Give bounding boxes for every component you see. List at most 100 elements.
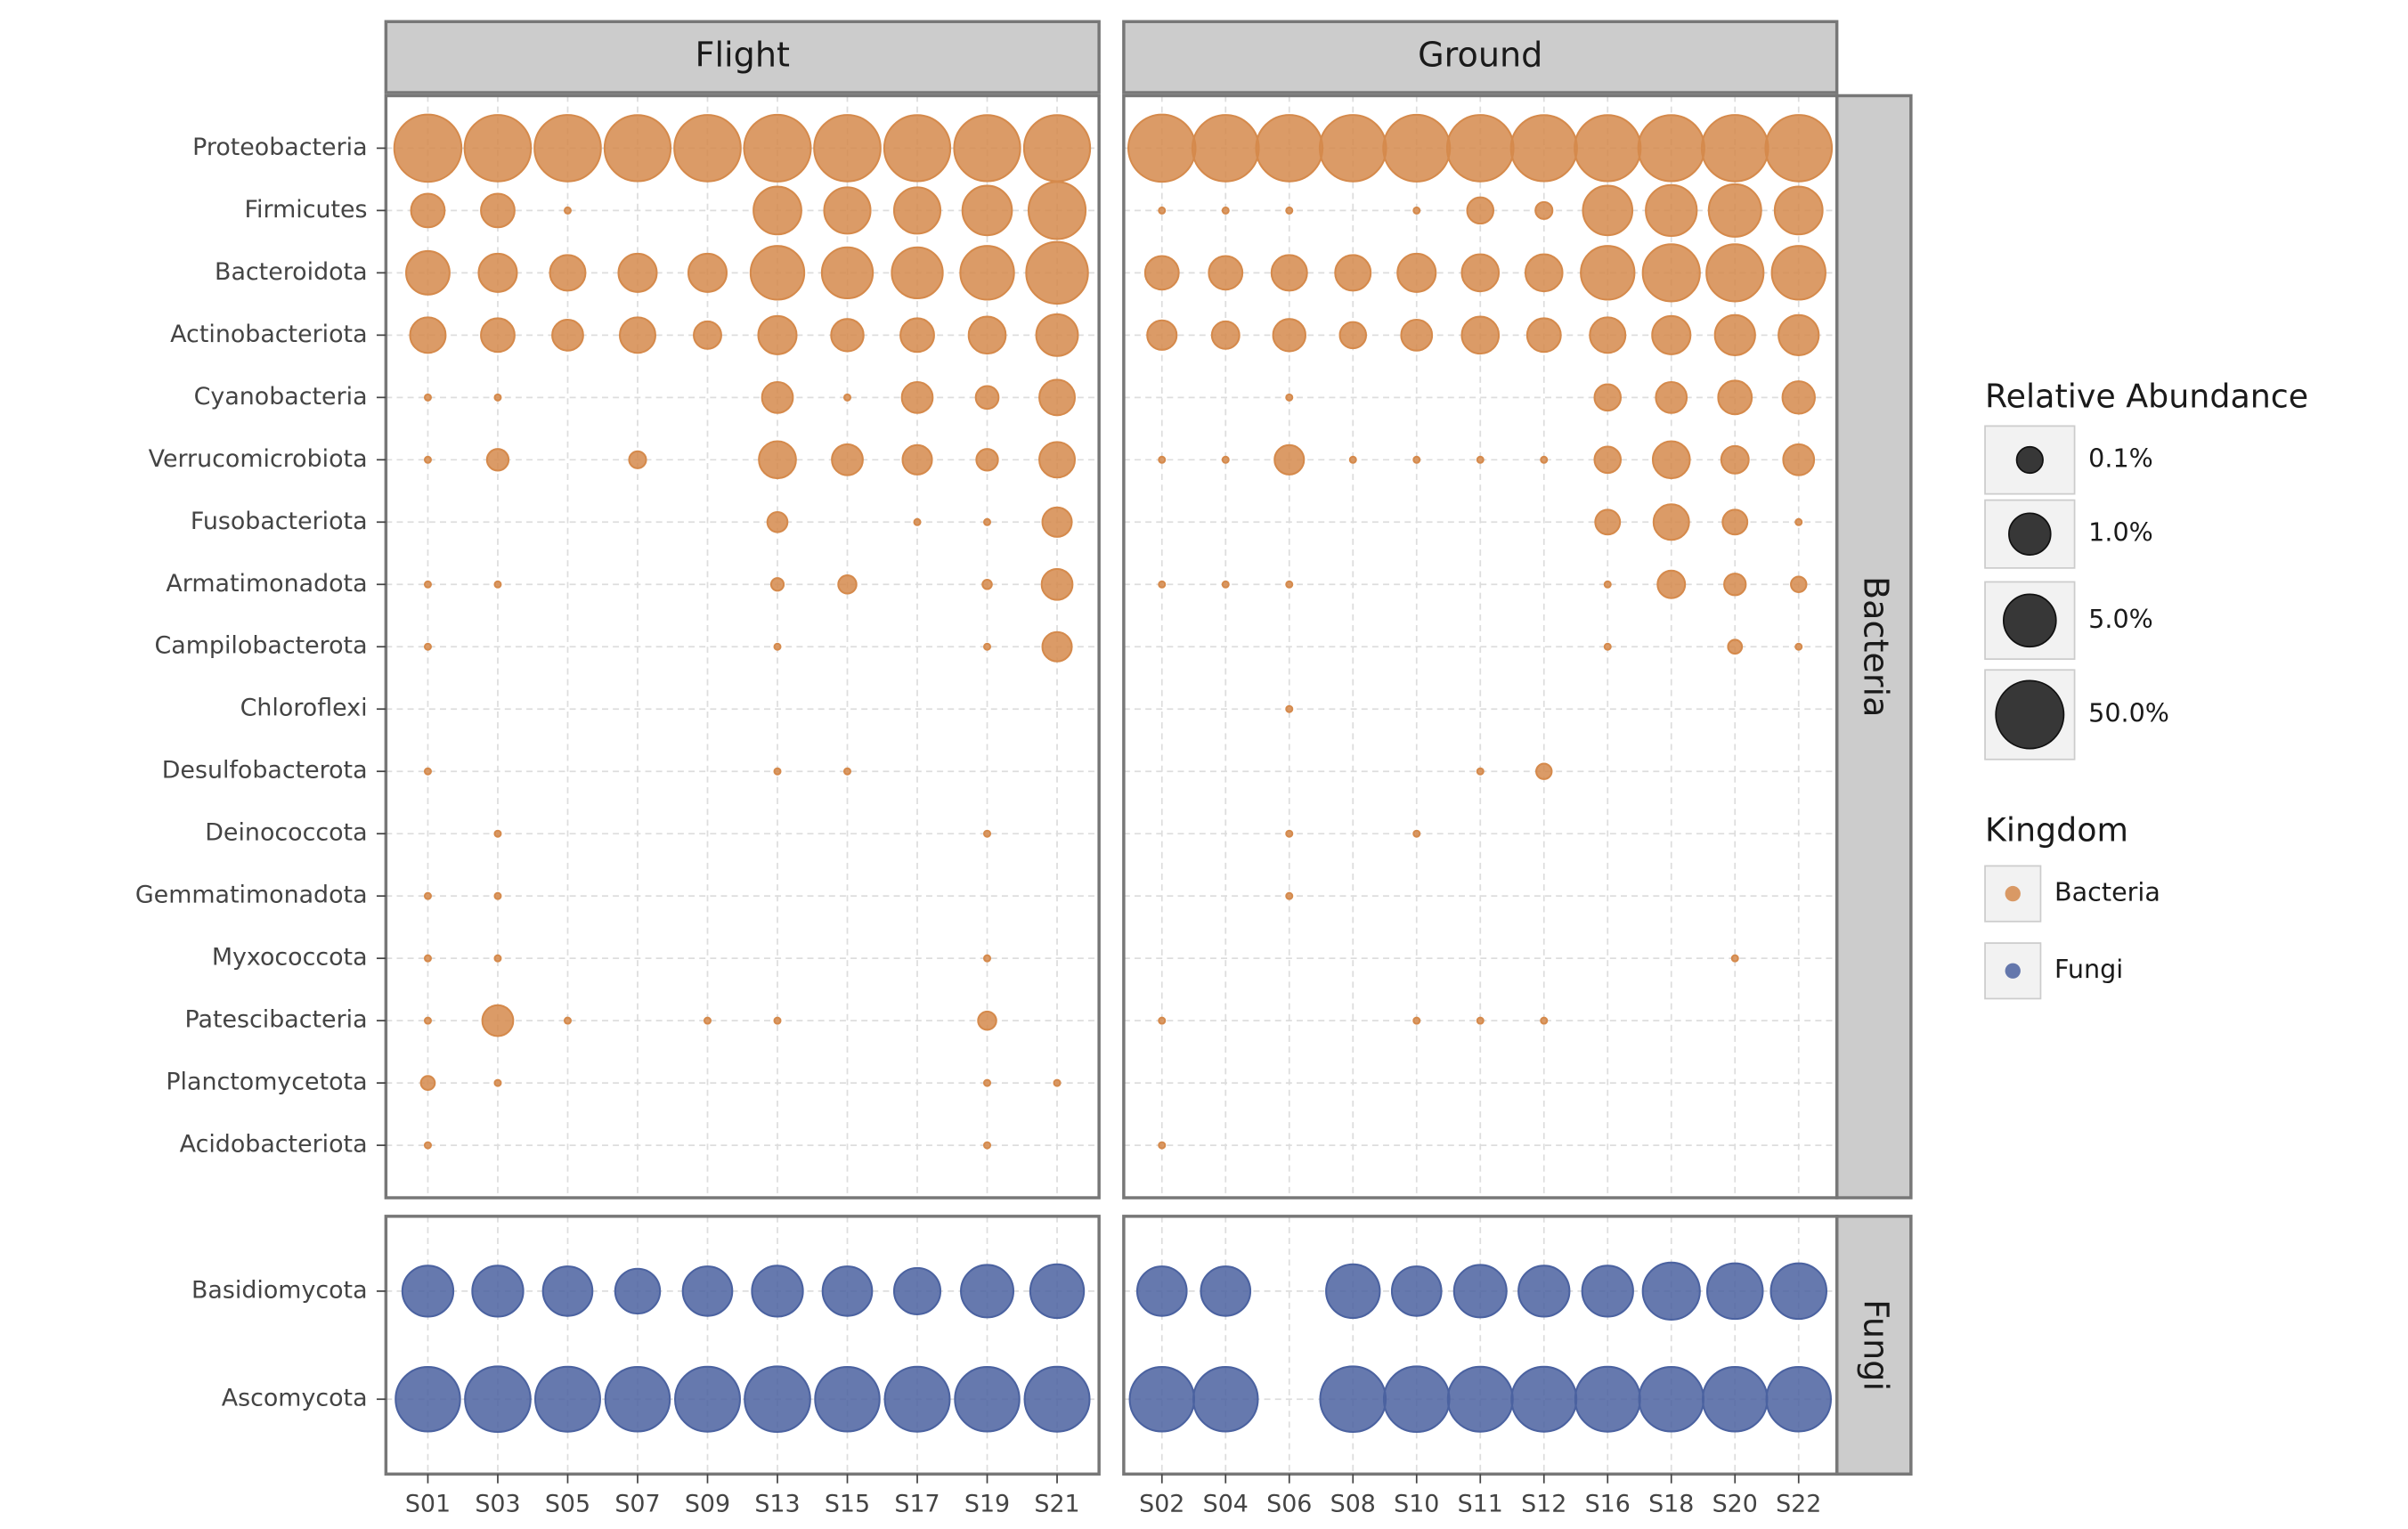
bubble — [983, 954, 992, 963]
bubble — [883, 114, 952, 183]
bubble — [1285, 206, 1294, 215]
bubble — [814, 1365, 881, 1433]
bubble — [395, 1365, 461, 1433]
x-tick-label: S06 — [1266, 1490, 1312, 1517]
bubble — [758, 440, 797, 480]
bubble — [1319, 1365, 1387, 1434]
legend-label: 1.0% — [2088, 517, 2153, 548]
bubble — [1221, 206, 1230, 215]
bubble — [1041, 506, 1073, 538]
legend-size-marker — [2008, 512, 2052, 556]
bubble — [1412, 206, 1421, 215]
bubble — [1765, 1365, 1832, 1433]
bubble — [1038, 378, 1077, 417]
bubble — [843, 767, 852, 776]
facet-label: Flight — [696, 36, 790, 75]
bubble — [1656, 569, 1687, 599]
bubble — [1038, 441, 1077, 479]
x-tick-label: S03 — [475, 1490, 520, 1517]
bubble — [1574, 114, 1642, 183]
bubble — [1053, 1078, 1062, 1087]
bubble — [481, 1004, 515, 1037]
bubble — [1638, 1365, 1704, 1433]
bubble — [967, 315, 1007, 355]
legend-label: 0.1% — [2088, 443, 2153, 474]
bubble — [687, 252, 728, 293]
bubble — [401, 1265, 455, 1318]
bubble — [1580, 245, 1636, 301]
bubble — [604, 1365, 671, 1433]
bubble — [1645, 183, 1698, 238]
y-tick-label: Armatimonadota — [166, 570, 367, 598]
bubble — [1641, 1261, 1701, 1322]
bubble — [1460, 253, 1501, 293]
bubble — [463, 114, 533, 183]
y-tick-label: Ascomycota — [222, 1385, 368, 1412]
bubble — [1412, 1016, 1421, 1025]
bubble — [960, 1264, 1015, 1319]
bubble — [1382, 113, 1452, 183]
bubble — [1143, 255, 1180, 291]
bubble — [1029, 1263, 1086, 1320]
bubble — [1603, 580, 1612, 589]
bubble — [1773, 185, 1824, 236]
bubble — [1730, 954, 1739, 963]
legend-size-marker — [2015, 445, 2044, 475]
bubble — [1334, 254, 1372, 292]
bubble — [1270, 254, 1308, 292]
bubble — [1338, 321, 1368, 350]
legend-color-marker — [2005, 963, 2021, 979]
bubble — [485, 448, 510, 472]
bubble — [1466, 196, 1495, 225]
bubble — [533, 114, 602, 183]
bubble — [1655, 380, 1688, 414]
x-tick-label: S17 — [894, 1490, 940, 1517]
x-tick-label: S16 — [1585, 1490, 1631, 1517]
bubble — [1603, 642, 1612, 651]
x-tick-label: S21 — [1034, 1490, 1079, 1517]
bubble — [1412, 455, 1421, 464]
bubble — [1476, 1016, 1485, 1025]
bubble — [1041, 630, 1073, 663]
bubble — [1128, 1365, 1196, 1433]
bubble — [959, 245, 1015, 301]
x-tick-label: S18 — [1648, 1490, 1694, 1517]
bubble — [1396, 252, 1437, 293]
x-tick-label: S22 — [1776, 1490, 1821, 1517]
bubble — [405, 249, 451, 296]
bubble — [1510, 1365, 1578, 1433]
bubble — [1702, 1365, 1769, 1433]
x-tick-label: S19 — [964, 1490, 1010, 1517]
bubble — [1652, 503, 1690, 541]
bubble — [551, 318, 584, 352]
y-tick-label: Verrucomicrobiota — [149, 445, 368, 473]
bubble — [1221, 580, 1230, 589]
bubble — [961, 184, 1013, 237]
bubble — [423, 455, 432, 464]
legend-label: Bacteria — [2054, 877, 2160, 907]
bubble — [1158, 455, 1167, 464]
bubble — [891, 246, 944, 300]
bubble — [1285, 829, 1294, 838]
x-tick-label: S10 — [1394, 1490, 1439, 1517]
bubble — [1593, 383, 1623, 412]
bubble — [820, 246, 875, 300]
bubble — [751, 1265, 804, 1318]
bubble — [974, 385, 1000, 411]
bubble — [1022, 114, 1092, 183]
bubble — [837, 574, 858, 595]
bubble — [423, 767, 432, 776]
bubble — [1720, 444, 1750, 475]
bubble — [1770, 245, 1826, 301]
bubble — [493, 891, 502, 900]
bubble — [977, 1010, 997, 1031]
y-tick-label: Basidiomycota — [191, 1276, 368, 1304]
bubble — [749, 245, 806, 301]
bubble — [1040, 567, 1074, 601]
y-tick-label: Cyanobacteria — [194, 383, 368, 411]
bubble — [1535, 762, 1553, 780]
bubble — [1764, 114, 1834, 183]
bubble — [761, 380, 794, 414]
bubble — [563, 206, 572, 215]
bubble — [423, 580, 432, 589]
